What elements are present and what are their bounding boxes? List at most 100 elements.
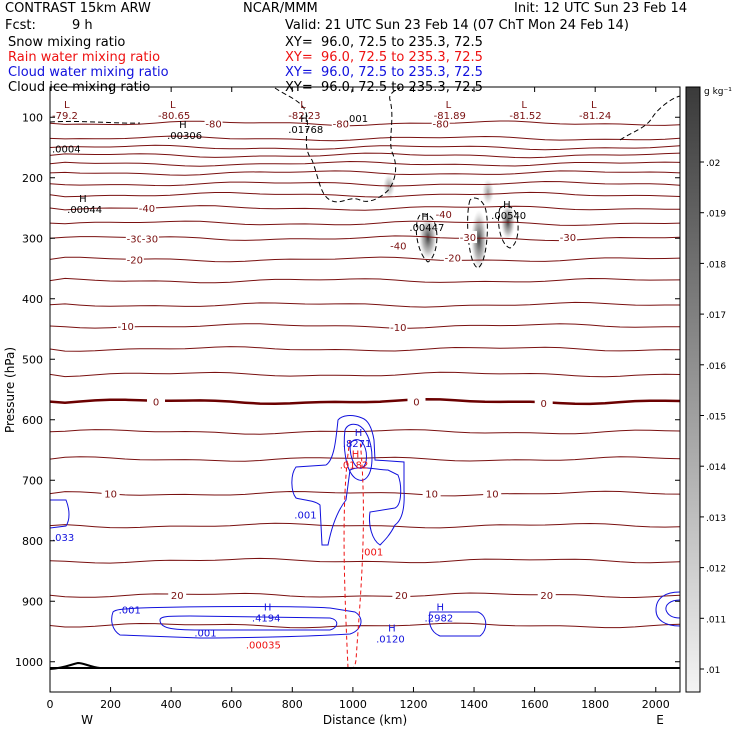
extremum-value: -79.2 [52,111,78,122]
cloud-ice-contour [50,120,141,124]
extremum-marker: H [352,449,360,460]
terrain-bump [49,661,101,670]
temperature-contour [50,180,680,187]
colorbar-tick-label: .01 [706,666,720,676]
temperature-contour-label: -30 [142,234,158,245]
y-tick-label: 200 [22,172,43,185]
extremum-marker: H [79,194,87,205]
temperature-contour-label: -40 [436,210,452,221]
cloud-ice-contour [415,213,438,263]
colorbar-tick-label: .018 [706,260,726,270]
extremum-value: .0004 [52,144,81,155]
extremum-marker: L [591,100,597,111]
colorbar-tick-label: .02 [706,159,720,169]
colorbar-unit: g kg⁻¹ [704,87,732,97]
temperature-contour [50,256,680,263]
temperature-contour [50,592,680,599]
extremum-marker: H [300,114,308,125]
contour-label-bg [392,589,411,602]
temperature-contour [50,135,680,142]
cloud-water-contour [159,615,338,631]
contour-label-bg [483,487,502,500]
y-axis-label: Pressure (hPa) [3,347,17,433]
snow-core [419,216,437,260]
temperature-contour-label: 0 [413,398,419,409]
contour-label-bg [422,487,441,500]
colorbar-tick-label: .014 [706,463,726,473]
y-tick-label: 900 [22,595,43,608]
temperature-contour [50,277,680,284]
extremum-value: .00306 [167,131,202,142]
extremum-value: .0120 [376,635,405,646]
temperature-contour [50,456,680,462]
contour-label-bg [534,396,553,409]
cloud-water-contour [111,606,362,639]
x-tick-label: 200 [100,698,121,711]
extremum-marker: H [503,200,511,211]
contour-label-bg [116,319,135,332]
field-name-rain: Rain water mixing ratio [8,50,161,65]
x-axis-label: Distance (km) [323,713,407,727]
x-end-right: E [656,713,664,727]
extremum-value: .01768 [288,125,323,136]
cloud-ice-contour [619,95,680,141]
temperature-contour [50,301,680,308]
temperature-contour [50,160,680,167]
snow-core [471,210,487,270]
x-tick-label: 1000 [339,698,367,711]
org-label: NCAR/MMM [243,1,318,16]
contour-label-bg [431,117,450,130]
extremum-value: .001 [119,605,141,616]
extremum-marker: H [437,602,445,613]
contour-label-bg [407,395,426,408]
temperature-contour-label: -30 [460,233,476,244]
contour-label-bg [389,321,408,334]
temperature-contour-label: 0 [153,398,159,409]
extremum-value: .0182 [340,460,369,471]
temperature-contour-label: -20 [127,255,143,266]
y-tick-label: 100 [22,111,43,124]
contour-label-bg [125,232,144,245]
temperature-contour [50,323,680,329]
extremum-value: -81.52 [509,111,541,122]
extremum-value: .8271 [343,439,372,450]
cloud-water-contour [655,591,680,627]
temperature-contour-label: -10 [390,323,406,334]
temperature-contour-label: -40 [390,242,406,253]
temperature-contour-label: 10 [486,490,499,501]
cloud-water-contour [50,499,70,529]
colorbar-tick-label: .017 [706,311,726,321]
temperature-contour-label: -10 [118,322,134,333]
valid-time: Valid: 21 UTC Sun 23 Feb 14 (07 ChT Mon … [285,18,629,33]
x-tick-label: 2000 [642,698,670,711]
extremum-marker: H [264,602,272,613]
extremum-value: .001 [294,510,316,521]
x-end-left: W [81,713,93,727]
y-tick-label: 700 [22,474,43,487]
contour-label-bg [168,589,187,602]
x-tick-label: 400 [161,698,182,711]
y-tick-label: 1000 [15,656,43,669]
cloud-ice-contour [467,197,488,269]
temperature-contour-label: 0 [541,399,547,410]
cloud-water-contour [665,599,680,619]
temperature-contour [50,191,680,198]
extremum-value: .00447 [409,223,444,234]
field-name-snow: Snow mixing ratio [8,35,126,50]
contour-label-bg [537,589,556,602]
extremum-marker: L [446,100,452,111]
extremum-marker: H [355,428,363,439]
temperature-contour-label: 20 [171,591,184,602]
contour-label-bg [458,231,477,244]
temperature-contour [50,346,680,352]
extremum-marker: L [300,100,306,111]
temperature-contour-label: -30 [560,233,576,244]
extremum-value: .001 [361,547,383,558]
temperature-contour-label: -80 [205,119,221,130]
extremum-marker: L [64,100,70,111]
field-xy-rain: XY= 96.0, 72.5 to 235.3, 72.5 [285,50,483,65]
contour-label-bg [558,231,577,244]
x-tick-label: 600 [221,698,242,711]
field-name-cloud-ice: Cloud ice mixing ratio [8,80,151,95]
